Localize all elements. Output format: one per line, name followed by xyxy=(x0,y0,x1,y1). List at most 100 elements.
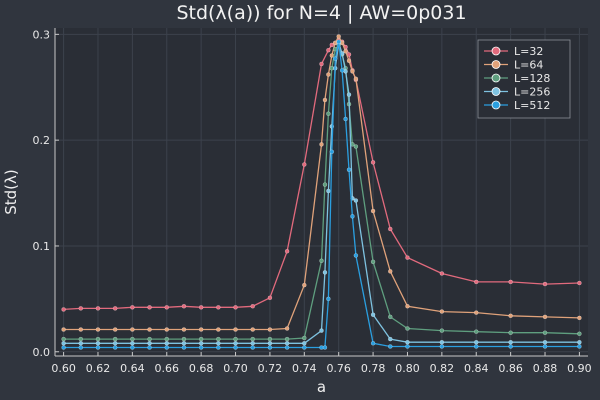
data-point xyxy=(388,344,393,349)
data-point xyxy=(542,344,548,349)
data-point xyxy=(216,327,221,332)
x-tick-label: 0.80 xyxy=(395,362,420,375)
axes xyxy=(54,28,588,357)
data-point xyxy=(181,304,187,309)
data-point xyxy=(388,314,393,320)
data-point xyxy=(508,330,513,335)
data-point xyxy=(370,341,376,346)
data-point xyxy=(388,226,393,232)
series-line xyxy=(63,42,580,344)
data-point xyxy=(147,305,152,310)
data-point xyxy=(61,307,66,312)
data-point xyxy=(112,345,118,350)
data-point xyxy=(508,313,513,319)
data-point xyxy=(181,345,187,350)
data-point xyxy=(267,336,273,342)
data-point xyxy=(164,345,170,350)
data-point xyxy=(577,339,582,345)
legend-label: L=128 xyxy=(514,72,550,85)
legend-marker xyxy=(491,60,501,69)
data-point xyxy=(302,341,307,346)
x-tick-label: 0.66 xyxy=(155,362,180,375)
data-point xyxy=(95,345,101,350)
data-point xyxy=(353,198,359,203)
data-point xyxy=(439,339,445,345)
data-point xyxy=(353,253,359,258)
legend-label: L=512 xyxy=(514,99,550,112)
data-point xyxy=(181,341,187,346)
data-point xyxy=(577,315,582,321)
data-point xyxy=(302,335,307,341)
data-point xyxy=(508,339,513,345)
data-point xyxy=(439,309,445,314)
data-point xyxy=(577,344,582,349)
data-point xyxy=(473,329,479,334)
data-point xyxy=(216,336,221,342)
data-point xyxy=(216,305,221,310)
data-point xyxy=(343,116,348,122)
data-point xyxy=(322,182,328,187)
data-point xyxy=(267,327,273,332)
data-point xyxy=(130,345,135,350)
data-point xyxy=(577,331,582,337)
data-point xyxy=(388,336,393,342)
data-point xyxy=(164,341,170,346)
data-point xyxy=(147,327,152,332)
data-point xyxy=(198,345,204,350)
data-point xyxy=(473,339,479,345)
x-tick-label: 0.74 xyxy=(292,362,317,375)
data-point xyxy=(370,259,376,265)
data-point xyxy=(322,345,328,350)
data-point xyxy=(112,327,118,332)
data-point xyxy=(346,58,352,64)
data-point xyxy=(326,111,331,116)
data-point xyxy=(78,306,84,311)
data-point xyxy=(130,336,135,342)
data-point xyxy=(112,306,118,311)
data-point xyxy=(112,336,118,342)
data-point xyxy=(61,327,66,332)
series-line xyxy=(63,35,580,331)
data-point xyxy=(78,341,84,346)
data-point xyxy=(439,344,445,349)
data-point xyxy=(61,345,66,350)
data-point xyxy=(542,330,548,335)
y-tick-label: 0.3 xyxy=(33,28,51,41)
data-point xyxy=(405,339,410,345)
data-point xyxy=(250,336,255,342)
data-point xyxy=(336,39,341,45)
y-ticks: 0.0 0.1 0.2 0.3 xyxy=(33,28,59,359)
legend-marker xyxy=(491,73,501,83)
y-axis-label: Std(λ) xyxy=(2,169,20,215)
data-point xyxy=(346,167,352,173)
data-point xyxy=(164,305,170,310)
y-tick-label: 0.1 xyxy=(33,240,51,253)
legend-label: L=64 xyxy=(514,59,543,72)
data-point xyxy=(319,258,324,264)
data-point xyxy=(405,255,410,260)
x-tick-label: 0.72 xyxy=(258,362,283,375)
data-point xyxy=(302,282,307,288)
data-point xyxy=(322,97,328,103)
data-point xyxy=(326,47,331,53)
data-point xyxy=(508,344,513,349)
data-point xyxy=(233,341,238,346)
legend-label: L=32 xyxy=(514,45,543,58)
legend-marker xyxy=(491,87,501,96)
data-point xyxy=(473,279,479,285)
data-point xyxy=(78,345,84,350)
data-point xyxy=(439,271,445,276)
data-point xyxy=(147,336,152,342)
data-point xyxy=(370,208,376,214)
data-point xyxy=(388,269,393,274)
data-point xyxy=(95,341,101,346)
data-point xyxy=(350,69,355,74)
data-point xyxy=(284,326,290,331)
data-point xyxy=(473,310,479,315)
data-point xyxy=(405,304,410,309)
data-point xyxy=(326,72,331,77)
data-point xyxy=(233,327,238,332)
data-point xyxy=(284,345,290,350)
legend-label: L=256 xyxy=(514,86,550,99)
